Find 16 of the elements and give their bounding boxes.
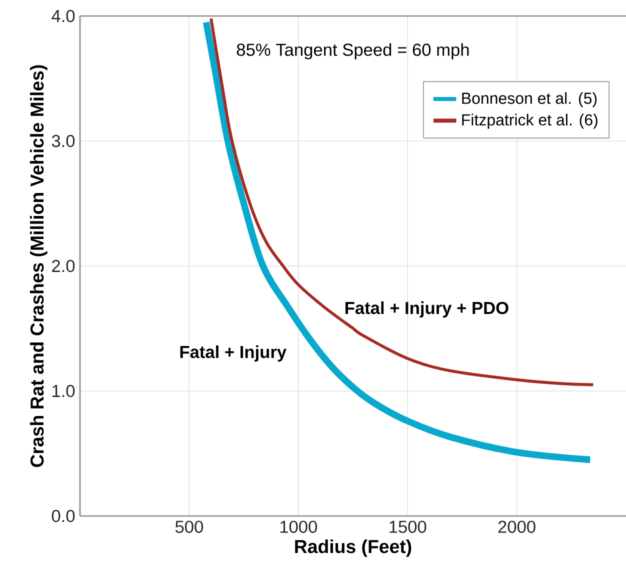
y-tick-label: 4.0: [52, 10, 75, 22]
annotation: Fatal + Injury: [180, 345, 286, 362]
x-tick-label: 1000: [280, 520, 317, 533]
y-tick-label: 0.0: [52, 510, 75, 522]
x-tick-label: 500: [175, 520, 203, 533]
y-tick-label: 3.0: [52, 134, 75, 148]
y-axis-title: Crash Rat and Crashes (Million Vehicle Miles): [30, 65, 48, 467]
y-tick-label: 2.0: [52, 260, 75, 272]
x-axis-title: Radius (Feet): [295, 539, 412, 557]
annotation: Fatal + Injury + PDO: [345, 301, 508, 318]
legend-label: Fitzpatrick et al. (6): [462, 114, 598, 129]
y-tick-label: 1.0: [52, 384, 75, 398]
x-tick-label: 1500: [390, 520, 426, 533]
x-tick-label: 2000: [498, 520, 536, 533]
annotation: 85% Tangent Speed = 60 mph: [236, 43, 469, 60]
legend-label: Bonneson et al. (5): [462, 92, 597, 108]
